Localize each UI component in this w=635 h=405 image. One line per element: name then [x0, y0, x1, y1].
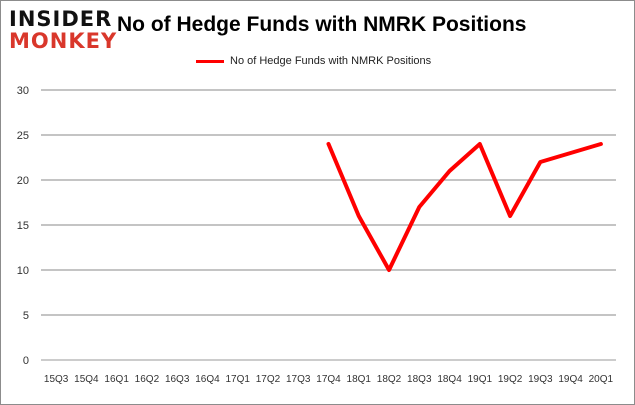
x-tick-label: 19Q3	[528, 374, 553, 385]
x-tick-label: 16Q2	[135, 374, 160, 385]
y-tick-label: 15	[17, 220, 29, 232]
legend-swatch	[196, 59, 224, 63]
x-tick-label: 17Q4	[316, 374, 341, 385]
y-tick-label: 0	[23, 355, 29, 367]
chart-title: No of Hedge Funds with NMRK Positions	[117, 13, 527, 36]
legend-label: No of Hedge Funds with NMRK Positions	[230, 55, 432, 67]
insider-monkey-logo: INSIDER MONKEY	[9, 7, 119, 53]
x-tick-label: 18Q2	[377, 374, 402, 385]
logo-line1: INSIDER	[9, 7, 113, 31]
x-tick-label: 19Q4	[558, 374, 583, 385]
x-tick-label: 19Q2	[498, 374, 523, 385]
series-line	[326, 142, 603, 272]
x-tick-label: 16Q3	[165, 374, 190, 385]
x-tick-label: 17Q1	[225, 374, 250, 385]
x-tick-label: 18Q3	[407, 374, 432, 385]
logo-line2: MONKEY	[9, 29, 118, 53]
x-tick-label: 16Q1	[104, 374, 129, 385]
y-tick-label: 25	[17, 130, 29, 142]
x-tick-label: 16Q4	[195, 374, 220, 385]
x-tick-label: 19Q1	[468, 374, 493, 385]
x-tick-label: 18Q4	[437, 374, 462, 385]
y-tick-label: 5	[23, 310, 29, 322]
x-tick-label: 15Q3	[44, 374, 69, 385]
x-tick-label: 17Q3	[286, 374, 311, 385]
x-tick-label: 20Q1	[589, 374, 614, 385]
y-tick-label: 30	[17, 85, 29, 97]
x-tick-label: 15Q4	[74, 374, 99, 385]
x-tick-label: 18Q1	[347, 374, 372, 385]
y-tick-label: 10	[17, 265, 29, 277]
y-tick-label: 20	[17, 175, 29, 187]
legend: No of Hedge Funds with NMRK Positions	[196, 55, 431, 67]
x-tick-label: 17Q2	[256, 374, 281, 385]
